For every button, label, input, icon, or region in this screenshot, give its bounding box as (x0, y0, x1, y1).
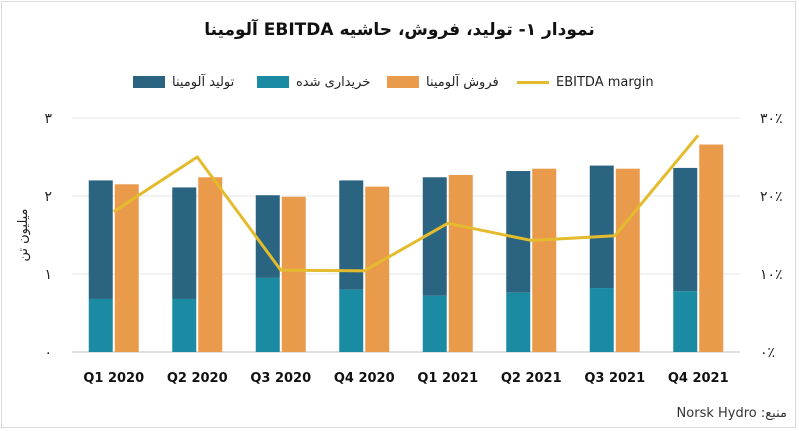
legend: تولید آلومینا خریداری شده فروش آلومینا E… (0, 71, 799, 93)
legend-swatch-purchased (257, 76, 289, 88)
legend-label-purchased: خریداری شده (296, 74, 371, 90)
legend-swatch-ebitda (517, 80, 549, 84)
legend-item-sales: فروش آلومینا (387, 71, 499, 93)
legend-item-purchased: خریداری شده (257, 71, 370, 93)
legend-item-ebitda: EBITDA margin (517, 71, 654, 93)
chart-title: نمودار ۱- تولید، فروش، حاشیه EBITDA آلوم… (204, 20, 595, 40)
legend-swatch-production (133, 76, 165, 88)
legend-label-production: تولید آلومینا (172, 74, 235, 90)
legend-swatch-sales (387, 76, 419, 88)
legend-item-production: تولید آلومینا (133, 71, 234, 93)
source-note: منبع: Norsk Hydro (676, 406, 787, 421)
legend-label-sales: فروش آلومینا (426, 74, 499, 90)
legend-label-ebitda: EBITDA margin (556, 74, 654, 90)
